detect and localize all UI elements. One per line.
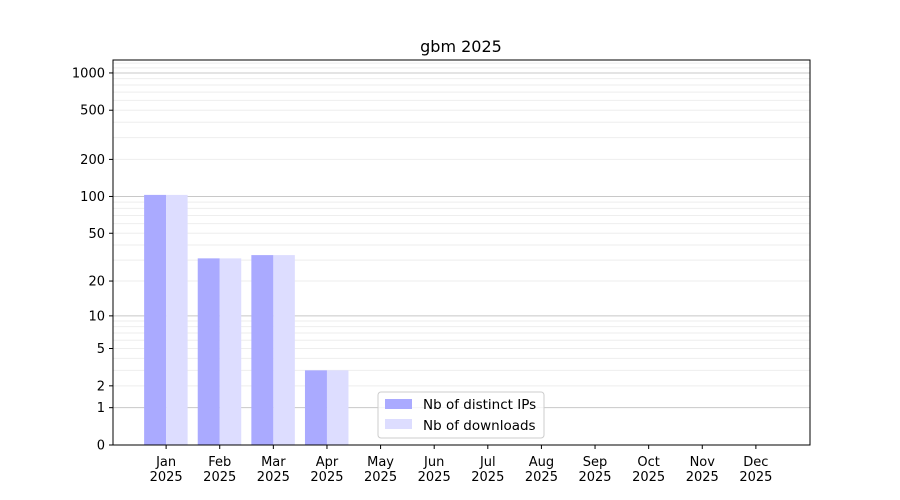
legend-box [377,391,545,439]
y-tick-label: 50 [88,227,105,242]
legend-swatch-distinct-ips [385,399,412,409]
x-tick-label: Aug 2025 [525,455,558,485]
x-axis: Jan 2025 Feb 2025 Mar 2025 Apr 2025 May 2025 Jun 20… [150,445,772,485]
y-tick-label: 0 [97,439,105,454]
bar-downloads [273,255,295,445]
legend-swatch-downloads [385,419,412,429]
y-tick-label: 1000 [72,66,105,81]
legend-label-distinct-ips: Nb of distinct IPs [423,397,536,413]
x-tick-label: Nov 2025 [686,455,719,485]
x-tick-label: Jul 2025 [471,455,504,485]
bar-distinct-ips [144,194,167,445]
legend: Nb of distinct IPs Nb of downloads [377,391,545,439]
x-tick-label: Feb 2025 [203,455,236,485]
x-tick-label: Jun 2025 [418,455,451,485]
y-tick-label: 20 [88,275,105,290]
y-tick-label: 200 [80,153,105,168]
x-tick-label: Mar 2025 [257,455,290,485]
bar-distinct-ips [197,258,220,445]
bar-distinct-ips [304,370,327,445]
bar-downloads [326,370,349,445]
y-tick-label: 2 [97,379,105,394]
x-tick-label: Oct 2025 [632,455,665,485]
bars [144,194,349,445]
y-tick-label: 10 [88,309,105,324]
chart-title: gbm 2025 [420,37,502,56]
legend-label-downloads: Nb of downloads [423,418,536,434]
x-tick-label: Dec 2025 [739,455,772,485]
x-tick-label: Apr 2025 [310,455,343,485]
y-tick-label: 500 [80,104,105,119]
bar-distinct-ips [251,255,274,445]
y-axis: 0 1 2 5 10 20 50 100 200 500 1000 [72,66,113,454]
y-tick-label: 100 [80,190,105,205]
y-tick-label: 5 [97,342,105,357]
plot-frame [112,59,811,446]
x-tick-label: Jan 2025 [150,455,183,485]
x-tick-label: May 2025 [364,455,397,485]
x-tick-label: Sep 2025 [578,455,611,485]
bar-downloads [219,258,242,445]
y-tick-label: 1 [97,401,105,416]
bar-downloads [166,194,188,445]
